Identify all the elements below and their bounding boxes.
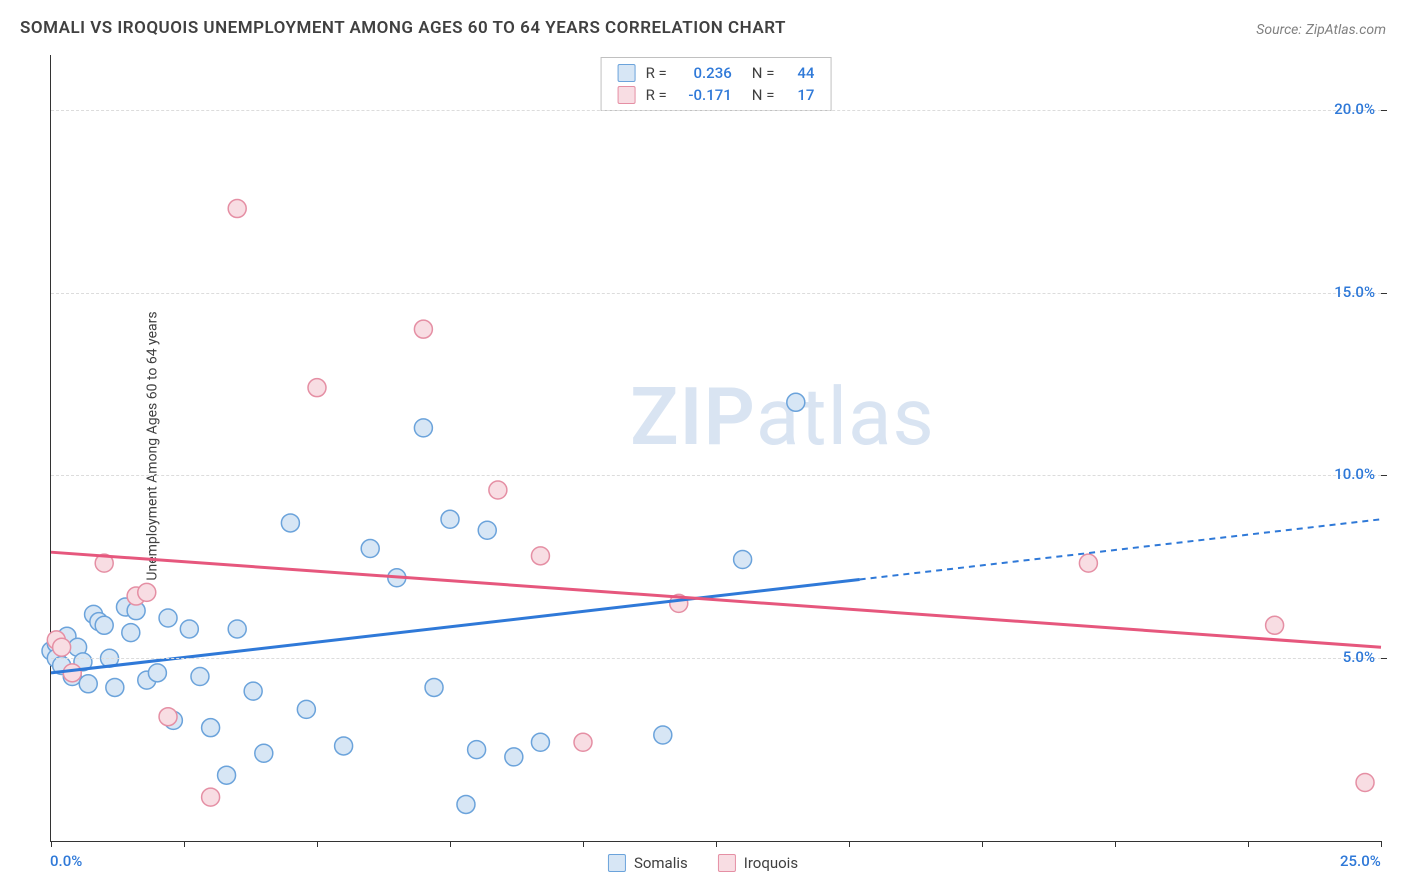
scatter-point xyxy=(53,638,71,656)
scatter-point xyxy=(457,795,475,813)
scatter-point xyxy=(159,609,177,627)
stat-box: R = 0.236 N = 44 R = -0.171 N = 17 xyxy=(601,57,832,111)
scatter-point xyxy=(297,700,315,718)
scatter-point xyxy=(228,200,246,218)
swatch xyxy=(618,86,636,104)
scatter-point xyxy=(281,514,299,532)
legend-label: Iroquois xyxy=(744,854,798,872)
scatter-point xyxy=(218,766,236,784)
scatter-point xyxy=(441,510,459,528)
scatter-point xyxy=(95,616,113,634)
chart-area: ZIPatlas R =0.236N =44R =-0.171N =17 5.0… xyxy=(50,55,1381,842)
scatter-point xyxy=(138,583,156,601)
scatter-point xyxy=(1266,616,1284,634)
stat-r-value: -0.171 xyxy=(677,86,732,104)
stat-r-label: R = xyxy=(646,86,667,104)
scatter-point xyxy=(255,744,273,762)
scatter-point xyxy=(159,708,177,726)
source-label: Source: xyxy=(1256,22,1301,38)
scatter-point xyxy=(202,719,220,737)
scatter-point xyxy=(335,737,353,755)
scatter-point xyxy=(787,393,805,411)
stat-n-label: N = xyxy=(752,86,775,104)
y-tick-label: 5.0% xyxy=(1343,648,1375,666)
stat-n-value: 17 xyxy=(784,86,814,104)
scatter-point xyxy=(734,551,752,569)
y-tick-label: 15.0% xyxy=(1334,283,1375,301)
scatter-point xyxy=(228,620,246,638)
trend-line-extrapolated xyxy=(860,519,1381,579)
source-value: ZipAtlas.com xyxy=(1306,22,1386,38)
scatter-point xyxy=(63,664,81,682)
scatter-point xyxy=(505,748,523,766)
source: Source: ZipAtlas.com xyxy=(1256,19,1386,38)
header: SOMALI VS IROQUOIS UNEMPLOYMENT AMONG AG… xyxy=(20,18,1386,38)
swatch xyxy=(608,854,626,872)
scatter-point xyxy=(574,733,592,751)
x-tick-label: 0.0% xyxy=(50,852,82,870)
scatter-point xyxy=(122,624,140,642)
plot-svg xyxy=(51,55,1381,841)
scatter-point xyxy=(489,481,507,499)
swatch xyxy=(718,854,736,872)
scatter-point xyxy=(425,678,443,696)
legend-label: Somalis xyxy=(634,854,688,872)
stat-row: R = 0.236 N = 44 xyxy=(618,64,815,82)
scatter-point xyxy=(531,547,549,565)
scatter-point xyxy=(202,788,220,806)
stat-row: R = -0.171 N = 17 xyxy=(618,86,815,104)
scatter-point xyxy=(308,379,326,397)
scatter-point xyxy=(1079,554,1097,572)
scatter-point xyxy=(414,419,432,437)
y-tick-label: 20.0% xyxy=(1334,100,1375,118)
scatter-point xyxy=(148,664,166,682)
scatter-point xyxy=(79,675,97,693)
stat-n-label: N = xyxy=(752,64,775,82)
scatter-point xyxy=(468,741,486,759)
trend-line xyxy=(51,552,1381,647)
legend: Somalis Iroquois xyxy=(608,854,798,872)
swatch xyxy=(618,64,636,82)
scatter-point xyxy=(414,320,432,338)
scatter-point xyxy=(180,620,198,638)
scatter-point xyxy=(654,726,672,744)
y-tick-label: 10.0% xyxy=(1334,465,1375,483)
scatter-point xyxy=(191,667,209,685)
scatter-point xyxy=(478,521,496,539)
scatter-point xyxy=(361,540,379,558)
scatter-point xyxy=(106,678,124,696)
stat-r-value: 0.236 xyxy=(677,64,732,82)
legend-item: Somalis xyxy=(608,854,688,872)
scatter-point xyxy=(244,682,262,700)
legend-item: Iroquois xyxy=(718,854,798,872)
chart-title: SOMALI VS IROQUOIS UNEMPLOYMENT AMONG AG… xyxy=(20,18,786,38)
stat-n-value: 44 xyxy=(784,64,814,82)
scatter-point xyxy=(1356,774,1374,792)
scatter-point xyxy=(531,733,549,751)
x-tick-label: 25.0% xyxy=(1340,852,1381,870)
stat-r-label: R = xyxy=(646,64,667,82)
